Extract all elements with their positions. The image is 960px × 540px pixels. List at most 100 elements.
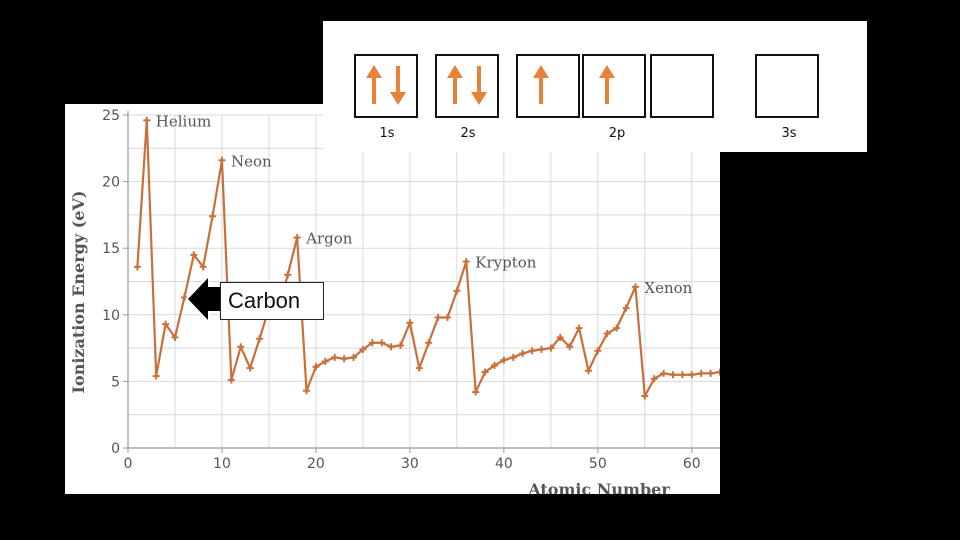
y-tick-label: 5 bbox=[111, 374, 120, 390]
data-point bbox=[227, 376, 235, 384]
data-point bbox=[378, 339, 386, 347]
data-point bbox=[519, 349, 527, 357]
data-point bbox=[237, 343, 245, 351]
data-point bbox=[481, 368, 489, 376]
y-axis-title: Ionization Energy (eV) bbox=[69, 191, 88, 394]
data-point bbox=[462, 258, 470, 266]
data-point bbox=[397, 341, 405, 349]
annotation-neon: Neon bbox=[231, 152, 272, 170]
annotation-xenon: Xenon bbox=[644, 279, 692, 297]
x-tick-label: 10 bbox=[213, 456, 231, 472]
electron-down-arrow-icon bbox=[471, 66, 487, 105]
orbital-diagram: 1s 2s 2p 3s bbox=[323, 21, 867, 152]
data-point bbox=[425, 339, 433, 347]
data-point bbox=[199, 263, 207, 271]
data-point bbox=[603, 329, 611, 337]
data-point bbox=[246, 364, 254, 372]
y-tick-label: 25 bbox=[102, 108, 120, 124]
x-tick-label: 0 bbox=[124, 456, 133, 472]
data-point bbox=[415, 364, 423, 372]
data-point bbox=[509, 353, 517, 361]
orbital-box-2p-3 bbox=[650, 54, 714, 118]
data-point bbox=[500, 356, 508, 364]
data-point bbox=[660, 369, 668, 377]
electron-arrows bbox=[599, 65, 615, 104]
data-point bbox=[312, 363, 320, 371]
electron-arrows bbox=[757, 56, 817, 116]
orbital-label-2s: 2s bbox=[460, 126, 476, 141]
data-point bbox=[688, 371, 696, 379]
data-point bbox=[303, 387, 311, 395]
electron-up-arrow-icon bbox=[366, 65, 382, 104]
y-tick-label: 10 bbox=[102, 308, 120, 324]
data-point bbox=[528, 347, 536, 355]
orbital-label-3s: 3s bbox=[781, 126, 797, 141]
data-point bbox=[321, 357, 329, 365]
data-point bbox=[537, 345, 545, 353]
y-tick-label: 0 bbox=[111, 441, 120, 457]
data-point bbox=[350, 353, 358, 361]
data-point bbox=[387, 343, 395, 351]
data-point bbox=[143, 116, 151, 124]
data-point bbox=[622, 304, 630, 312]
data-point bbox=[641, 392, 649, 400]
orbital-box-2s bbox=[435, 54, 499, 118]
electron-arrows bbox=[533, 65, 549, 104]
orbital-box-3s bbox=[755, 54, 819, 118]
data-point bbox=[190, 251, 198, 259]
electron-down-arrow-icon bbox=[390, 66, 406, 105]
data-point bbox=[368, 339, 376, 347]
data-point bbox=[218, 156, 226, 164]
orbital-label-1s: 1s bbox=[379, 126, 395, 141]
series-line bbox=[136, 119, 720, 398]
data-point bbox=[584, 367, 592, 375]
annotation-krypton: Krypton bbox=[475, 254, 537, 272]
orbital-label-2p: 2p bbox=[608, 126, 626, 141]
data-point bbox=[209, 212, 217, 220]
data-point bbox=[716, 368, 720, 376]
data-point bbox=[453, 287, 461, 295]
data-point bbox=[697, 369, 705, 377]
data-point bbox=[556, 333, 564, 341]
carbon-callout: Carbon bbox=[186, 272, 326, 324]
data-point bbox=[331, 353, 339, 361]
annotation-argon: Argon bbox=[305, 230, 353, 248]
data-point bbox=[613, 324, 621, 332]
data-point bbox=[359, 345, 367, 353]
data-point bbox=[566, 343, 574, 351]
x-tick-label: 50 bbox=[589, 456, 607, 472]
electron-arrows bbox=[447, 65, 487, 105]
data-point bbox=[152, 372, 160, 380]
data-point bbox=[443, 313, 451, 321]
data-point bbox=[669, 371, 677, 379]
data-point bbox=[678, 371, 686, 379]
y-tick-label: 15 bbox=[102, 241, 120, 257]
data-point bbox=[340, 355, 348, 363]
data-point bbox=[256, 335, 264, 343]
x-tick-label: 30 bbox=[401, 456, 419, 472]
data-point bbox=[650, 375, 658, 383]
data-point bbox=[707, 369, 715, 377]
x-tick-label: 60 bbox=[683, 456, 701, 472]
electron-arrows bbox=[652, 56, 712, 116]
data-point bbox=[434, 313, 442, 321]
electron-arrows bbox=[366, 65, 406, 105]
data-point bbox=[490, 361, 498, 369]
electron-up-arrow-icon bbox=[447, 65, 463, 104]
orbital-box-1s bbox=[354, 54, 418, 118]
electron-up-arrow-icon bbox=[599, 65, 615, 104]
y-tick-label: 20 bbox=[102, 175, 120, 191]
data-point bbox=[472, 388, 480, 396]
data-point bbox=[293, 234, 301, 242]
data-point bbox=[171, 333, 179, 341]
carbon-label: Carbon bbox=[220, 282, 324, 320]
data-point bbox=[284, 271, 292, 279]
chart-canvas: 0 5 10 15 20 25 0 10 20 30 40 50 60 Atomic Number Ioni… bbox=[69, 108, 720, 494]
x-tick-label: 40 bbox=[495, 456, 513, 472]
data-point bbox=[631, 283, 639, 291]
data-point bbox=[575, 324, 583, 332]
ionization-chart: 0 5 10 15 20 25 0 10 20 30 40 50 60 Atomic Number Ioni… bbox=[65, 104, 720, 494]
data-point bbox=[547, 344, 555, 352]
x-tick-label: 20 bbox=[307, 456, 325, 472]
orbital-box-2p-2 bbox=[582, 54, 646, 118]
